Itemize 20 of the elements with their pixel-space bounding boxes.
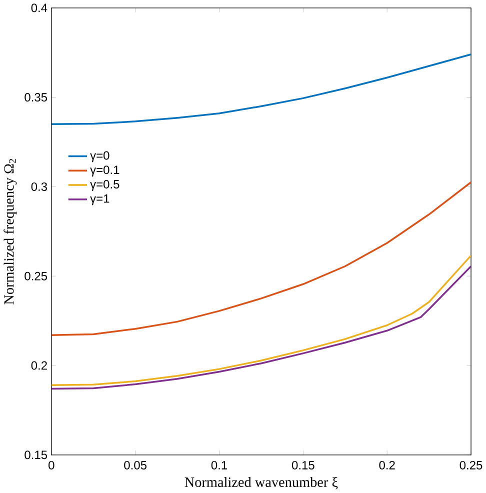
legend-label: γ=0.1 (90, 166, 120, 176)
x-tick-label: 0.05 (124, 460, 146, 470)
x-tick-label: 0.25 (460, 460, 482, 470)
y-tick-label: 0.4 (31, 4, 48, 12)
x-tick-label: 0.2 (379, 460, 395, 470)
y-axis-title: Normalized frequency Ω$_{2}$ (3, 159, 17, 304)
line-series (51, 54, 471, 125)
legend-label: γ=0 (90, 151, 110, 162)
y-tick-label: 0.25 (24, 272, 47, 280)
legend-label: γ=1 (90, 194, 109, 206)
legend-label: γ=0.5 (90, 180, 120, 191)
line-series (51, 181, 471, 336)
x-tick-label: 0.1 (211, 460, 227, 470)
x-tick-label: 0 (48, 460, 54, 470)
y-tick-label: 0.35 (24, 93, 47, 102)
y-tick-label: 0.2 (31, 361, 47, 370)
y-tick-label: 0.3 (31, 182, 47, 191)
x-axis-title: Normalized wavenumber ξ (184, 476, 338, 490)
x-tick-label: 0.15 (292, 460, 314, 470)
y-tick-label: 0.15 (24, 450, 47, 460)
